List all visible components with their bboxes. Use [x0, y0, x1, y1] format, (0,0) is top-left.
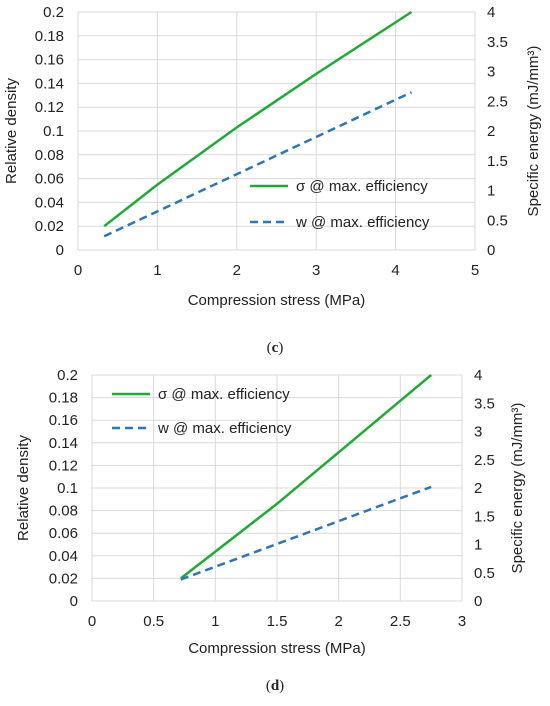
x-tick-label: 3 — [312, 262, 320, 279]
y2-tick-label: 0.5 — [487, 212, 508, 229]
caption-d-letter: d — [270, 678, 280, 694]
caption-c: (c) — [0, 340, 550, 357]
y-axis-label: Relative density — [15, 435, 32, 541]
caption-c-open: ( — [266, 340, 272, 356]
y2-tick-label: 0.5 — [474, 565, 495, 582]
y2-tick-label: 1 — [487, 183, 495, 200]
y2-tick-label: 1.5 — [487, 153, 508, 170]
chart-panel-d: 0 0.02 0.04 0.06 0.08 0.1 0.12 0.14 0.16 0.18 0.2 0… — [0, 358, 550, 668]
y2-tick-label: 3.5 — [487, 34, 508, 51]
legend-label: σ @ max. efficiency — [296, 178, 428, 195]
y-tick-label: 0.2 — [43, 4, 64, 21]
y-tick-label: 0.16 — [35, 52, 64, 69]
y-tick-label: 0.14 — [49, 435, 78, 452]
y-tick-label: 0 — [56, 242, 64, 259]
y-tick-label: 0.02 — [49, 570, 78, 587]
y2-axis-label: Specific energy (mJ/mm³) — [525, 46, 542, 217]
caption-d: (d) — [0, 678, 550, 695]
y2-axis-label: Specific energy (mJ/mm³) — [509, 403, 526, 574]
y2-tick-label: 2 — [474, 480, 482, 497]
y2-tick-label: 4 — [474, 367, 482, 384]
x-tick-label: 4 — [391, 262, 399, 279]
x-tick-label: 2 — [334, 613, 342, 630]
y-tick-label: 0.02 — [35, 218, 64, 235]
caption-d-open: ( — [265, 678, 271, 694]
x-tick-label: 0.5 — [143, 613, 164, 630]
y2-tick-label: 0 — [487, 242, 495, 259]
chart-d-svg: 0 0.02 0.04 0.06 0.08 0.1 0.12 0.14 0.16 0.18 0.2 0… — [15, 367, 526, 657]
y-tick-label: 0.2 — [57, 367, 78, 384]
x-tick-label: 2 — [233, 262, 241, 279]
x-tick-label: 0 — [74, 262, 82, 279]
y-tick-label: 0 — [70, 593, 78, 610]
y2-tick-label: 2.5 — [487, 93, 508, 110]
y-tick-label: 0.04 — [49, 548, 78, 565]
y2-tick-label: 2 — [487, 123, 495, 140]
y-axis-label: Relative density — [3, 78, 20, 184]
y2-tick-label: 3 — [487, 64, 495, 81]
y-tick-label: 0.14 — [35, 75, 64, 92]
x-tick-label: 1 — [153, 262, 161, 279]
caption-d-close: ) — [279, 678, 285, 694]
y-tick-label: 0.06 — [49, 525, 78, 542]
y2-tick-label: 4 — [487, 4, 495, 21]
x-tick-label: 0 — [88, 613, 96, 630]
x-tick-label: 1.5 — [267, 613, 288, 630]
series-line-w — [180, 485, 432, 581]
y2-tick-label: 3.5 — [474, 395, 495, 412]
x-tick-label: 1 — [211, 613, 219, 630]
caption-c-close: ) — [278, 340, 284, 356]
y-tick-label: 0.08 — [35, 147, 64, 164]
y2-tick-label: 3 — [474, 424, 482, 441]
y-tick-label: 0.18 — [49, 390, 78, 407]
series-line-sigma — [180, 374, 433, 580]
series-line-sigma — [103, 10, 413, 228]
y2-tick-label: 2.5 — [474, 452, 495, 469]
chart-c-svg: 0 0.02 0.04 0.06 0.08 0.1 0.12 0.14 0.16 0.18 0.2 0… — [3, 4, 542, 309]
y-tick-label: 0.12 — [49, 457, 78, 474]
y-tick-label: 0.1 — [43, 123, 64, 140]
legend-label: σ @ max. efficiency — [158, 386, 290, 403]
y-tick-label: 0.08 — [49, 503, 78, 520]
y2-tick-label: 1 — [474, 537, 482, 554]
legend-label: w @ max. efficiency — [295, 214, 430, 231]
y-tick-label: 0.18 — [35, 28, 64, 45]
y2-tick-label: 0 — [474, 593, 482, 610]
chart-panel-c: 0 0.02 0.04 0.06 0.08 0.1 0.12 0.14 0.16 0.18 0.2 0… — [0, 0, 550, 320]
y-tick-label: 0.1 — [57, 480, 78, 497]
y-tick-label: 0.06 — [35, 171, 64, 188]
y-tick-label: 0.04 — [35, 194, 64, 211]
x-axis-label: Compression stress (MPa) — [188, 640, 366, 657]
x-tick-label: 5 — [471, 262, 479, 279]
y2-tick-label: 1.5 — [474, 508, 495, 525]
x-tick-label: 3 — [458, 613, 466, 630]
x-axis-label: Compression stress (MPa) — [188, 292, 366, 309]
y-tick-label: 0.16 — [49, 412, 78, 429]
x-tick-label: 2.5 — [390, 613, 411, 630]
caption-c-letter: c — [271, 340, 279, 356]
series-line-w — [103, 91, 413, 238]
legend-label: w @ max. efficiency — [157, 420, 292, 437]
y-tick-label: 0.12 — [35, 99, 64, 116]
